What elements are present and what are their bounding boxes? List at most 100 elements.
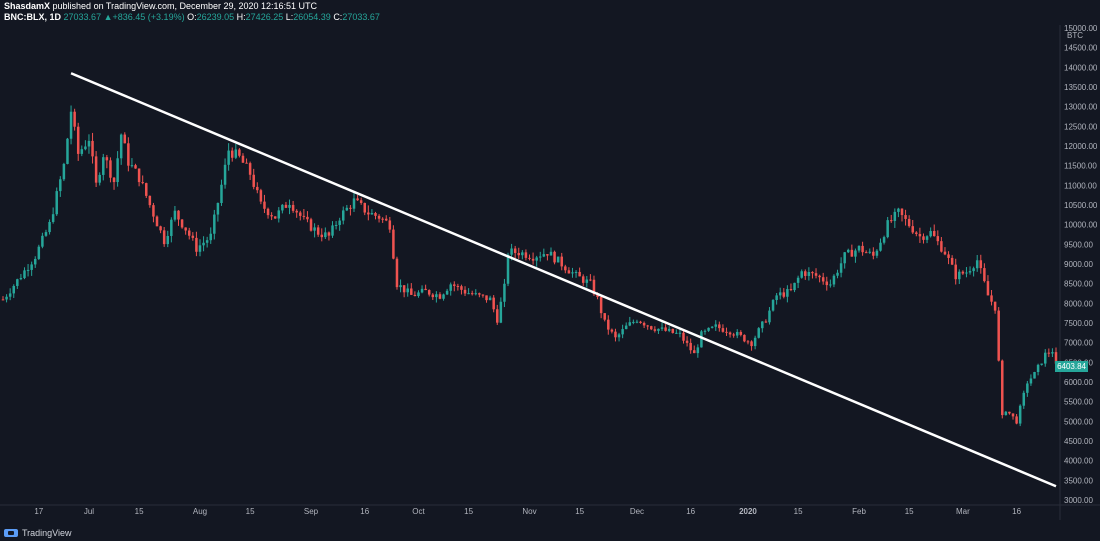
x-tick-label: 17 [34,507,43,516]
candle-body [975,260,979,269]
candle [180,219,184,229]
y-tick-label: 8500.00 [1064,280,1093,289]
time-axis[interactable]: 17 Jul 15 Aug 15 Sep 16 Oct 15 Nov 15 Dec 16 2020 15 Fe… [34,507,1021,516]
candle-body [499,301,503,323]
candle-body [424,288,427,291]
candle [130,158,134,168]
candle [170,217,173,243]
candle-body [316,227,320,235]
candle [589,274,592,282]
candle-body [1054,352,1058,364]
candle [764,319,768,323]
candle-body [406,288,409,293]
y-tick-label: 10000.00 [1064,221,1098,230]
candle [184,227,187,235]
candle-body [202,242,205,246]
candle [388,216,392,233]
candle [417,290,420,298]
candle [41,232,44,249]
candle-body [478,293,481,295]
candle [735,329,739,339]
candle-body [639,321,642,323]
candle [542,248,546,258]
candle-body [789,289,793,291]
candle-body [281,204,284,211]
candle-body [334,224,338,226]
candle-body [904,215,907,219]
candle [1018,404,1022,427]
candle-body [1015,416,1018,424]
candle-body [725,331,728,333]
candle-body [936,236,940,242]
candle-body [882,237,886,243]
candle-body [581,276,585,283]
candle [574,270,578,278]
candle [832,274,836,288]
candle-body [94,156,98,183]
candle-body [302,215,306,217]
candle-body [123,134,127,144]
candle-body [155,216,159,227]
candle-body [180,219,184,228]
candle-body [510,248,513,255]
candle [904,209,907,226]
candle [503,278,506,308]
candle [381,217,384,223]
price-axis[interactable]: 3000.00 3500.00 4000.00 4500.00 5000.00 5500.… [1064,24,1098,505]
candle [460,284,463,295]
candle-body [105,157,109,161]
candle-body [205,240,209,243]
candle-body [37,246,41,259]
candle-body [610,329,614,332]
candle-body [299,212,302,216]
candle-body [786,289,789,297]
tradingview-logo-icon [4,529,18,537]
open-value: 26239.05 [196,12,235,22]
candle-body [98,174,101,183]
y-tick-label: 6000.00 [1064,378,1093,387]
candle [714,320,717,331]
y-tick-label: 5000.00 [1064,417,1093,426]
candle [177,210,180,226]
candle [528,254,531,261]
candle [617,332,621,342]
candle [632,319,635,325]
candle-body [592,279,596,295]
candle [879,238,882,252]
candle-body [481,294,485,296]
candle-body [277,210,281,219]
candle-body [653,329,657,331]
candle-body [492,297,495,310]
candle-body [542,254,546,257]
candle [374,211,377,220]
open-label: O: [187,12,197,22]
candle [377,214,381,223]
candle-body [972,268,975,272]
y-tick-label: 11500.00 [1064,162,1097,171]
candle [202,236,205,252]
candle-body [918,233,922,237]
candle-body [678,332,682,334]
candle [238,148,241,158]
candle-body [531,258,535,261]
candle [864,250,868,254]
candle-body [925,236,929,240]
candle [445,288,449,296]
candle [821,272,825,285]
candle-body [241,155,245,163]
candle-body [886,220,889,238]
trendline[interactable] [70,72,1057,488]
x-tick-label: 15 [905,507,914,516]
candle [23,267,26,280]
candle-body [453,284,456,286]
candle-body [69,111,73,139]
candle-body [997,310,1000,361]
candle [302,209,306,220]
candle-body [861,245,864,253]
candle [291,200,295,213]
candle-body [574,271,578,273]
candle [438,292,442,300]
candle [521,250,524,260]
candle [1047,348,1051,358]
